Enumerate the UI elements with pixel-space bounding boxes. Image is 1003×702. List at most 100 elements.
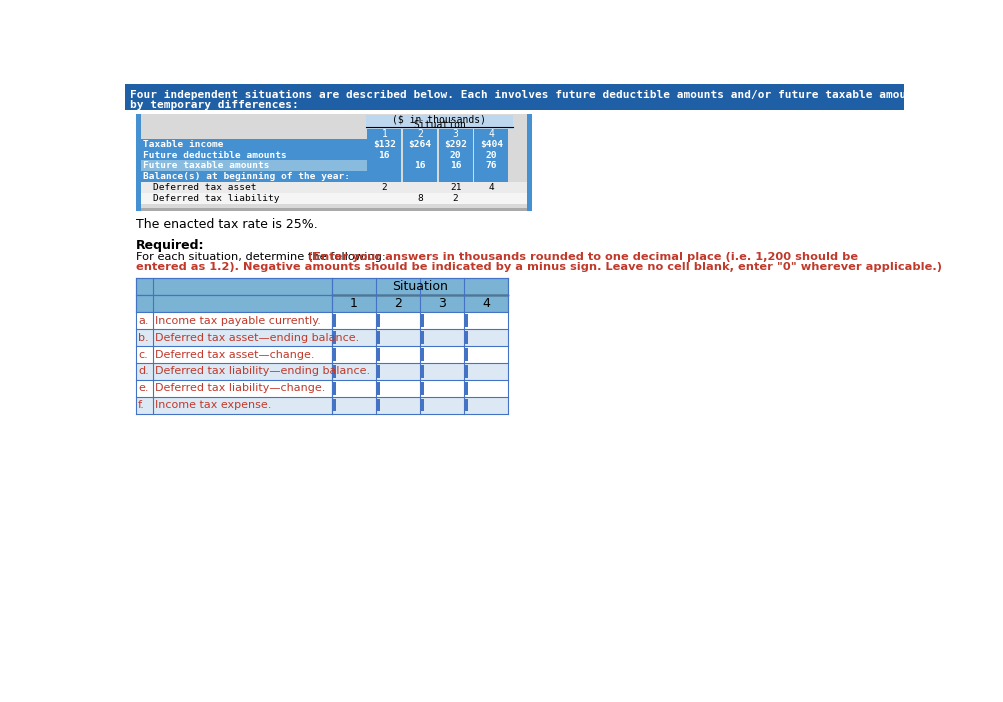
Text: 1: 1 [381,129,387,139]
Bar [332,331,335,344]
Text: Taxable income: Taxable income [142,140,223,149]
Bar [136,278,508,296]
Bar [402,161,436,171]
Text: Future deductible amounts: Future deductible amounts [142,151,286,159]
Text: Deferred tax asset: Deferred tax asset [153,183,257,192]
Bar [136,182,531,193]
Text: 3: 3 [437,297,445,310]
Text: 4: 4 [487,183,493,192]
Bar [136,208,531,211]
Bar [376,348,379,361]
Text: c.: c. [137,350,147,359]
Bar [438,139,472,150]
Text: Income tax expense.: Income tax expense. [154,400,271,411]
Text: Situation: Situation [412,120,465,130]
Bar [464,331,467,344]
Text: The enacted tax rate is 25%.: The enacted tax rate is 25%. [136,218,318,231]
Text: 2: 2 [452,194,458,203]
Bar [464,382,467,395]
Text: $292: $292 [443,140,466,149]
Bar [332,382,335,395]
Bar [367,129,401,139]
Bar [473,139,508,150]
Text: f.: f. [137,400,144,411]
Bar [420,399,423,411]
Text: ($ in thousands): ($ in thousands) [392,114,485,125]
Bar [420,382,423,395]
Bar [332,365,335,378]
Bar [136,161,367,171]
Bar [420,314,423,327]
Bar [376,399,379,411]
Text: Deferred tax liability—ending balance.: Deferred tax liability—ending balance. [154,366,370,376]
Bar [136,150,367,161]
Bar [136,397,508,413]
Text: Four independent situations are described below. Each involves future deductible: Four independent situations are describe… [130,90,986,100]
Bar [438,171,472,182]
Bar [125,84,903,110]
Text: 16: 16 [378,151,390,159]
Bar [420,331,423,344]
Text: by temporary differences:: by temporary differences: [130,100,299,110]
Text: Deferred tax asset—ending balance.: Deferred tax asset—ending balance. [154,333,359,343]
Text: 3: 3 [452,129,458,139]
Bar [473,171,508,182]
Bar [136,380,508,397]
Text: (Enter your answers in thousands rounded to one decimal place (i.e. 1,200 should: (Enter your answers in thousands rounded… [308,253,858,263]
Text: entered as 1.2). Negative amounts should be indicated by a minus sign. Leave no : entered as 1.2). Negative amounts should… [136,262,942,272]
Text: Deferred tax liability—change.: Deferred tax liability—change. [154,383,325,393]
Bar [473,150,508,161]
Bar [136,114,140,211]
Bar [136,139,367,150]
Text: 20: 20 [449,151,461,159]
Text: 21: 21 [449,183,461,192]
Text: 4: 4 [487,129,493,139]
Bar [376,382,379,395]
Bar [367,171,401,182]
Bar [527,114,531,211]
Text: $404: $404 [479,140,503,149]
Bar [376,365,379,378]
Text: Deferred tax liability: Deferred tax liability [153,194,280,203]
Text: 2: 2 [393,297,401,310]
Bar [464,399,467,411]
Bar [332,348,335,361]
Text: 4: 4 [481,297,489,310]
Bar [420,348,423,361]
Text: For each situation, determine the following:: For each situation, determine the follow… [136,253,389,263]
Bar [367,161,401,171]
Bar [136,114,531,211]
Text: 1: 1 [349,297,357,310]
Bar [464,348,467,361]
Bar [376,314,379,327]
Bar [464,314,467,327]
Bar [376,331,379,344]
Bar [438,161,472,171]
Bar [136,363,508,380]
Text: 76: 76 [485,161,496,171]
Bar [402,139,436,150]
Bar [367,139,401,150]
Bar [332,399,335,411]
Text: Deferred tax asset—change.: Deferred tax asset—change. [154,350,314,359]
Bar [438,150,472,161]
Bar [136,329,508,346]
Bar [402,129,436,139]
Bar [402,171,436,182]
Bar [473,129,508,139]
Bar [136,296,508,312]
Bar [367,150,401,161]
Text: 16: 16 [414,161,425,171]
Text: e.: e. [137,383,148,393]
Text: 20: 20 [485,151,496,159]
Text: Required:: Required: [136,239,205,253]
Text: 2: 2 [381,183,387,192]
Bar [332,314,335,327]
Text: $132: $132 [372,140,395,149]
Text: Situation: Situation [392,280,447,293]
Bar [464,365,467,378]
Bar [136,171,367,182]
Bar [438,129,472,139]
Text: a.: a. [137,316,148,326]
Bar [402,150,436,161]
